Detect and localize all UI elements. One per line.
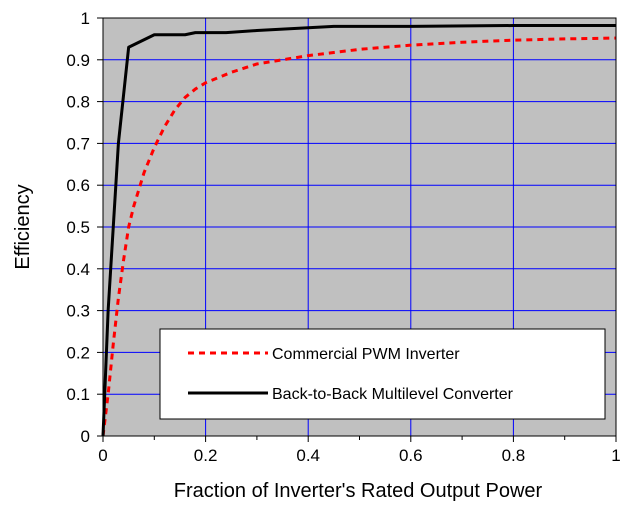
legend-box	[159, 328, 606, 420]
x-tick-label: 1	[611, 446, 620, 465]
legend: Commercial PWM Inverter Back-to-Back Mul…	[159, 328, 606, 420]
tick-layer: 0 0.2 0.4 0.6 0.8 1 0 0.1 0.2 0.3 0.4 0.5 0.6 0.7 0.8 0…	[66, 9, 620, 465]
y-tick-label: 0.9	[66, 51, 90, 70]
legend-label-pwm: Commercial PWM Inverter	[272, 346, 460, 363]
y-axis-title: Efficiency	[12, 184, 34, 269]
x-tick-label: 0.8	[502, 446, 526, 465]
y-tick-label: 0.2	[66, 343, 90, 362]
y-tick-label: 0.1	[66, 385, 90, 404]
x-tick-label: 0.6	[399, 446, 423, 465]
series-line-0	[101, 36, 617, 437]
y-tick-label: 0.5	[66, 218, 90, 237]
y-tick-label: 0.3	[66, 302, 90, 321]
x-tick-label: 0	[98, 446, 107, 465]
y-tick-label: 1	[81, 9, 90, 28]
y-tick-label: 0.7	[66, 134, 90, 153]
series-layer	[101, 24, 617, 437]
y-tick-label: 0.8	[66, 93, 90, 112]
legend-label-multilevel: Back-to-Back Multilevel Converter	[272, 386, 514, 403]
x-tick-label: 0.2	[194, 446, 218, 465]
y-tick-label: 0	[81, 427, 90, 446]
x-tick-label: 0.4	[296, 446, 320, 465]
series-line-1	[101, 24, 616, 437]
x-axis-title: Fraction of Inverter's Rated Output Powe…	[174, 480, 543, 502]
y-tick-label: 0.6	[66, 176, 90, 195]
y-tick-label: 0.4	[66, 260, 90, 279]
